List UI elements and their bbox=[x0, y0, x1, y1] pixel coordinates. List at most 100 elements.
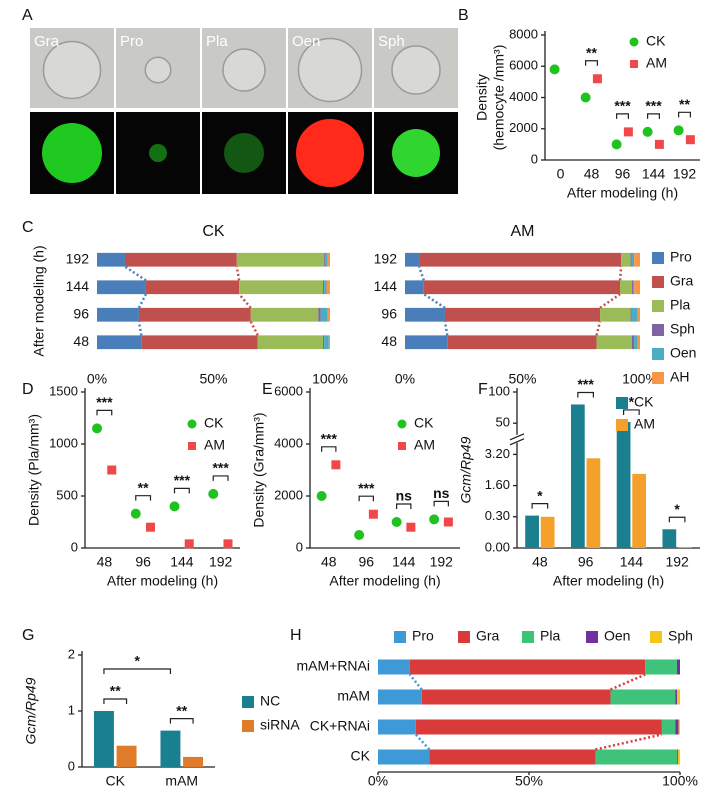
y-tick-label: 144 bbox=[374, 278, 398, 294]
x-tick-label: 0% bbox=[368, 773, 388, 789]
cell-type-label: Pla bbox=[206, 33, 228, 50]
bar-segment bbox=[327, 307, 330, 322]
data-point bbox=[331, 460, 341, 470]
significance-label: *** bbox=[577, 376, 594, 392]
x-tick-label: 96 bbox=[135, 554, 151, 570]
cell-outline bbox=[144, 56, 172, 84]
bar-segment bbox=[124, 252, 237, 267]
x-tick-label: 48 bbox=[321, 554, 337, 570]
x-tick-label: 192 bbox=[209, 554, 233, 570]
y-tick-label: 2000 bbox=[509, 120, 538, 135]
bar-segment bbox=[97, 335, 142, 350]
y-tick-label: 96 bbox=[381, 305, 397, 321]
panel-label: A bbox=[22, 7, 33, 24]
legend-swatch bbox=[652, 252, 664, 264]
legend-label: AM bbox=[646, 55, 667, 71]
legend-swatch bbox=[242, 696, 254, 708]
y-tick-label: CK+RNAi bbox=[310, 718, 370, 734]
y-axis-title: (hemocyte /mm³) bbox=[491, 45, 507, 151]
legend-swatch bbox=[397, 419, 407, 429]
bar-segment bbox=[675, 689, 677, 705]
bar-segment bbox=[405, 335, 448, 350]
panel-label: B bbox=[458, 7, 469, 24]
bar-segment bbox=[661, 719, 676, 735]
bar-segment bbox=[97, 280, 146, 295]
significance-label: ns bbox=[396, 488, 413, 504]
legend-label: NC bbox=[260, 693, 280, 709]
significance-bracket bbox=[622, 409, 640, 415]
bar-segment bbox=[610, 689, 676, 705]
trend-connector bbox=[610, 673, 646, 691]
legend-label: Sph bbox=[668, 628, 693, 644]
bar-segment bbox=[429, 749, 596, 765]
bar-segment bbox=[320, 307, 328, 322]
data-point bbox=[169, 501, 180, 512]
legend-label: Gra bbox=[670, 273, 694, 289]
y-tick-label: 1.60 bbox=[485, 477, 510, 492]
y-tick-label: 144 bbox=[66, 278, 90, 294]
bar-segment bbox=[97, 252, 125, 267]
significance-label: ** bbox=[586, 44, 597, 60]
cell-type-label: Pro bbox=[120, 33, 143, 50]
y-axis-title: Gcm/Rp49 bbox=[458, 436, 474, 503]
data-point bbox=[223, 539, 233, 549]
data-point bbox=[642, 126, 653, 137]
chart-title: AM bbox=[511, 223, 535, 240]
y-axis-title: Density (Gra/mm³) bbox=[251, 412, 267, 527]
legend-swatch bbox=[616, 419, 628, 431]
x-tick-label: 100% bbox=[662, 773, 698, 789]
cell-outline bbox=[297, 37, 363, 103]
bar-segment bbox=[600, 307, 631, 322]
x-tick-label: 0 bbox=[557, 166, 565, 182]
legend-swatch bbox=[242, 720, 254, 732]
bar-segment bbox=[676, 659, 680, 675]
significance-label: *** bbox=[96, 394, 113, 410]
fluorescence-signal bbox=[42, 123, 102, 183]
trend-connector bbox=[414, 733, 431, 751]
legend-swatch bbox=[629, 37, 639, 47]
bar bbox=[183, 756, 204, 767]
data-point bbox=[685, 135, 695, 145]
data-point bbox=[443, 517, 453, 527]
trend-connector bbox=[408, 673, 423, 691]
data-point bbox=[429, 514, 440, 525]
x-axis-title: After modeling (h) bbox=[329, 573, 440, 589]
bar-segment bbox=[596, 335, 632, 350]
y-tick-label: 4000 bbox=[509, 89, 538, 104]
panel-label: F bbox=[478, 381, 488, 398]
legend-swatch bbox=[650, 631, 662, 643]
legend-swatch bbox=[586, 631, 598, 643]
data-point bbox=[316, 491, 327, 501]
bar-segment bbox=[324, 280, 327, 295]
x-tick-label: CK bbox=[106, 773, 126, 789]
data-point bbox=[208, 488, 219, 499]
x-tick-label: 48 bbox=[584, 166, 600, 182]
significance-bracket bbox=[396, 503, 412, 509]
bar-segment bbox=[323, 335, 325, 350]
significance-label: *** bbox=[358, 480, 375, 496]
trend-connector bbox=[599, 293, 621, 309]
x-axis-title: After modeling (h) bbox=[567, 185, 678, 201]
significance-label: * bbox=[537, 487, 543, 503]
legend-swatch bbox=[398, 442, 406, 450]
x-tick-label: mAM bbox=[165, 773, 198, 789]
bar-segment bbox=[378, 719, 416, 735]
x-tick-label: 100% bbox=[622, 371, 658, 387]
significance-label: ns bbox=[433, 485, 450, 501]
significance-label: * bbox=[134, 653, 140, 669]
legend-label: Oen bbox=[670, 345, 696, 361]
x-tick-label: 192 bbox=[430, 554, 454, 570]
legend-label: Gra bbox=[476, 628, 500, 644]
trend-connector bbox=[618, 266, 623, 281]
trend-connector bbox=[595, 321, 602, 336]
x-tick-label: 192 bbox=[665, 554, 689, 570]
data-point bbox=[654, 139, 664, 149]
legend-label: Pla bbox=[540, 628, 560, 644]
legend-label: CK bbox=[204, 415, 224, 431]
y-tick-label: 6000 bbox=[509, 58, 538, 73]
fluorescence-signal bbox=[224, 133, 264, 173]
trend-connector bbox=[417, 266, 425, 281]
bar bbox=[160, 730, 181, 767]
bar bbox=[616, 421, 631, 548]
bar bbox=[570, 404, 585, 548]
